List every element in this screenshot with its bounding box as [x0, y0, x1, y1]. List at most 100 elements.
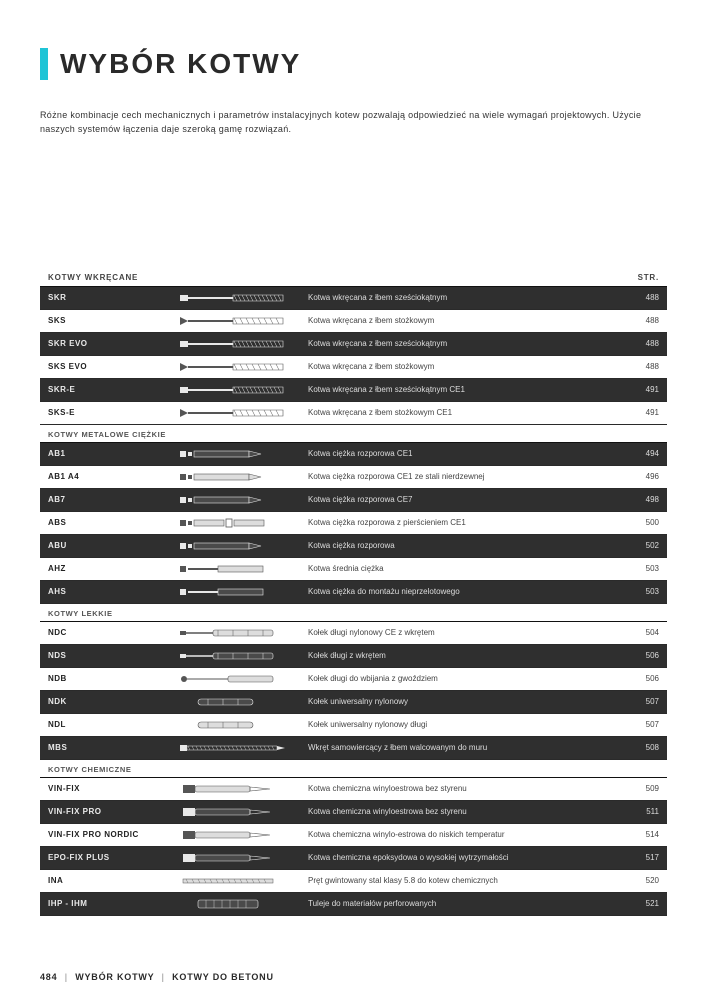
- product-page: 488: [617, 355, 667, 378]
- product-desc: Kotwa chemiczna winyloestrowa bez styren…: [300, 800, 617, 823]
- footer-sep: |: [162, 972, 165, 982]
- footer-sep: |: [65, 972, 68, 982]
- product-image: [170, 401, 300, 424]
- table-row: VIN-FIX PRO Kotwa chemiczna winyloestrow…: [40, 800, 667, 823]
- plug-uni-icon: [178, 719, 288, 731]
- product-page: 517: [617, 846, 667, 869]
- product-desc: Kotwa wkręcana z łbem sześciokątnym: [300, 286, 617, 309]
- product-image: [170, 621, 300, 644]
- product-image: [170, 534, 300, 557]
- product-code: SKS: [40, 309, 170, 332]
- product-desc: Kotwa wkręcana z łbem sześciokątnym CE1: [300, 378, 617, 401]
- product-page: 494: [617, 442, 667, 465]
- cartridge-icon: [178, 829, 288, 841]
- product-page: 520: [617, 869, 667, 892]
- table-row: NDB Kołek długi do wbijania z gwoździem …: [40, 667, 667, 690]
- table-row: AB1 Kotwa ciężka rozporowa CE1 494: [40, 442, 667, 465]
- product-page: 509: [617, 777, 667, 800]
- product-desc: Kotwa wkręcana z łbem sześciokątnym: [300, 332, 617, 355]
- product-code: AHS: [40, 580, 170, 603]
- title-wrap: WYBÓR KOTWY: [40, 48, 667, 80]
- table-row: SKS Kotwa wkręcana z łbem stożkowym 488: [40, 309, 667, 332]
- plug-long-icon: [178, 650, 288, 662]
- product-image: [170, 869, 300, 892]
- product-page: 500: [617, 511, 667, 534]
- product-code: AB1: [40, 442, 170, 465]
- product-image: [170, 442, 300, 465]
- accent-bar: [40, 48, 48, 80]
- product-code: VIN-FIX PRO NORDIC: [40, 823, 170, 846]
- page-title: WYBÓR KOTWY: [60, 48, 301, 80]
- product-code: AHZ: [40, 557, 170, 580]
- table-row: SKR-E Kotwa wkręcana z łbem sześciokątny…: [40, 378, 667, 401]
- product-image: [170, 777, 300, 800]
- table-row: ABU Kotwa ciężka rozporowa 502: [40, 534, 667, 557]
- screw-cone-icon: [178, 407, 288, 419]
- product-desc: Tuleje do materiałów perforowanych: [300, 892, 617, 915]
- product-code: MBS: [40, 736, 170, 759]
- product-code: SKR EVO: [40, 332, 170, 355]
- product-image: [170, 557, 300, 580]
- rod-icon: [178, 875, 288, 887]
- product-table: KOTWY WKRĘCANE STR. SKR Kotwa wkręcana z…: [40, 267, 667, 916]
- product-image: [170, 378, 300, 401]
- cartridge-icon: [178, 852, 288, 864]
- footer-page: 484: [40, 972, 57, 982]
- product-desc: Kotwa średnia ciężka: [300, 557, 617, 580]
- product-desc: Kotwa wkręcana z łbem stożkowym CE1: [300, 401, 617, 424]
- product-page: 507: [617, 690, 667, 713]
- product-page: 498: [617, 488, 667, 511]
- product-page: 506: [617, 667, 667, 690]
- page-footer: 484 | WYBÓR KOTWY | KOTWY DO BETONU: [40, 972, 274, 982]
- product-image: [170, 823, 300, 846]
- table-row: AHS Kotwa ciężka do montażu nieprzelotow…: [40, 580, 667, 603]
- product-code: SKS EVO: [40, 355, 170, 378]
- product-image: [170, 309, 300, 332]
- product-desc: Kotwa chemiczna epoksydowa o wysokiej wy…: [300, 846, 617, 869]
- product-desc: Kołek uniwersalny nylonowy długi: [300, 713, 617, 736]
- product-code: SKS-E: [40, 401, 170, 424]
- intro-text: Różne kombinacje cech mechanicznych i pa…: [40, 108, 660, 137]
- table-row: INA Pręt gwintowany stal klasy 5.8 do ko…: [40, 869, 667, 892]
- product-image: [170, 667, 300, 690]
- table-row: VIN-FIX PRO NORDIC Kotwa chemiczna winyl…: [40, 823, 667, 846]
- product-page: 503: [617, 580, 667, 603]
- anchor-exp-icon: [178, 471, 288, 483]
- product-page: 506: [617, 644, 667, 667]
- table-row: NDK Kołek uniwersalny nylonowy 507: [40, 690, 667, 713]
- table-row: NDS Kołek długi z wkrętem 506: [40, 644, 667, 667]
- product-code: SKR-E: [40, 378, 170, 401]
- table-row: NDC Kołek długi nylonowy CE z wkrętem 50…: [40, 621, 667, 644]
- product-desc: Kołek długi z wkrętem: [300, 644, 617, 667]
- table-row: SKR EVO Kotwa wkręcana z łbem sześciokąt…: [40, 332, 667, 355]
- cartridge-icon: [178, 806, 288, 818]
- table-row: EPO-FIX PLUS Kotwa chemiczna epoksydowa …: [40, 846, 667, 869]
- table-row: NDL Kołek uniwersalny nylonowy długi 507: [40, 713, 667, 736]
- product-desc: Kotwa ciężka rozporowa: [300, 534, 617, 557]
- anchor-exp-icon: [178, 494, 288, 506]
- table-row: AHZ Kotwa średnia ciężka 503: [40, 557, 667, 580]
- table-row: IHP - IHM Tuleje do materiałów perforowa…: [40, 892, 667, 915]
- product-image: [170, 332, 300, 355]
- product-desc: Kotwa wkręcana z łbem stożkowym: [300, 309, 617, 332]
- section-heading: KOTWY LEKKIE: [40, 603, 667, 621]
- product-page: 496: [617, 465, 667, 488]
- product-code: NDC: [40, 621, 170, 644]
- section-heading: KOTWY CHEMICZNE: [40, 759, 667, 777]
- header-left: KOTWY WKRĘCANE: [40, 267, 617, 287]
- product-image: [170, 846, 300, 869]
- product-desc: Kotwa ciężka rozporowa z pierścieniem CE…: [300, 511, 617, 534]
- screw-hex-icon: [178, 384, 288, 396]
- product-code: VIN-FIX PRO: [40, 800, 170, 823]
- anchor-ring-icon: [178, 517, 288, 529]
- product-page: 502: [617, 534, 667, 557]
- screw-hex-icon: [178, 292, 288, 304]
- product-image: [170, 286, 300, 309]
- product-page: 488: [617, 332, 667, 355]
- product-desc: Wkręt samowiercący z łbem walcowanym do …: [300, 736, 617, 759]
- product-code: IHP - IHM: [40, 892, 170, 915]
- product-image: [170, 465, 300, 488]
- cartridge-icon: [178, 783, 288, 795]
- product-page: 521: [617, 892, 667, 915]
- anchor-mid-icon: [178, 563, 288, 575]
